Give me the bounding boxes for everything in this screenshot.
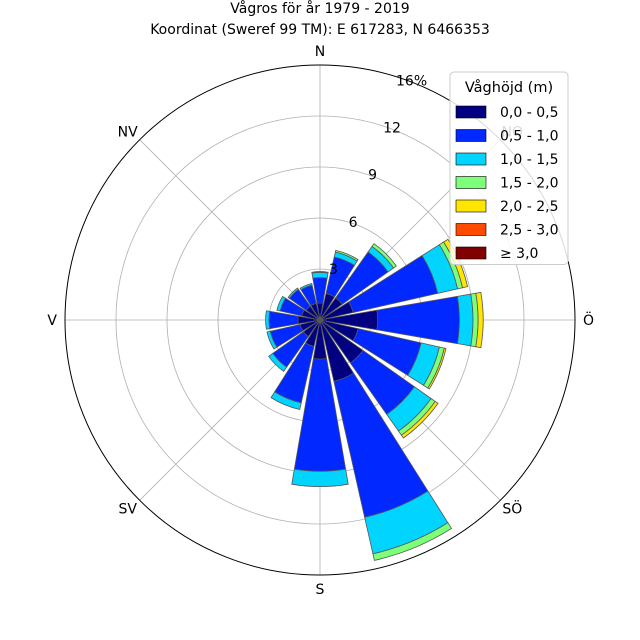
sector-bar-segment bbox=[311, 272, 329, 279]
direction-label: NV bbox=[118, 125, 138, 141]
chart-subtitle: Koordinat (Sweref 99 TM): E 617283, N 64… bbox=[150, 22, 490, 38]
legend: Våghöjd (m) 0,0 - 0,5 0,5 - 1,0 1,0 - 1,5 1,… bbox=[449, 71, 569, 265]
direction-label: S bbox=[316, 582, 325, 598]
legend-entry-label: ≥ 3,0 bbox=[500, 246, 538, 262]
sector-bar-segment bbox=[266, 330, 278, 350]
sector-bar-segment bbox=[456, 293, 474, 347]
legend-entry-label: 2,5 - 3,0 bbox=[500, 223, 558, 239]
sector-bar-segment bbox=[311, 271, 329, 274]
grid-spoke bbox=[139, 139, 321, 321]
sector-bar-segment bbox=[276, 295, 287, 312]
sector-bar-segment bbox=[265, 310, 271, 330]
radial-tick-label: 9 bbox=[368, 168, 377, 184]
sector-bar-segment bbox=[475, 291, 484, 349]
legend-entry-label: 1,5 - 2,0 bbox=[500, 176, 558, 192]
legend-title: Våghöjd (m) bbox=[465, 79, 553, 96]
grid-ring bbox=[115, 115, 525, 525]
legend-entry-label: 2,0 - 2,5 bbox=[500, 199, 558, 215]
legend-swatch bbox=[455, 152, 487, 166]
legend-entry-label: 0,0 - 0,5 bbox=[500, 105, 558, 121]
direction-label: Ö bbox=[583, 311, 594, 329]
direction-label: N bbox=[315, 44, 325, 60]
outer-ring bbox=[64, 64, 576, 576]
legend-swatch bbox=[455, 246, 487, 260]
legend-swatch bbox=[455, 223, 487, 236]
legend-swatch bbox=[455, 199, 487, 213]
sector-bar-segment bbox=[287, 287, 299, 299]
sector-bar-segment bbox=[268, 352, 288, 372]
sector-bar-segment bbox=[299, 283, 313, 291]
legend-swatch bbox=[455, 129, 487, 142]
legend-swatch bbox=[455, 176, 487, 189]
direction-label: SV bbox=[118, 501, 137, 517]
sector-bar-segment bbox=[427, 347, 447, 390]
direction-label: SÖ bbox=[502, 499, 522, 517]
legend-entry-label: 1,0 - 1,5 bbox=[500, 152, 558, 168]
legend-box bbox=[449, 71, 569, 265]
sector-bars bbox=[265, 238, 484, 561]
sector-bar-segment bbox=[400, 400, 439, 439]
radial-tick-label: 16% bbox=[396, 73, 427, 89]
sector-bar-segment bbox=[371, 243, 397, 269]
chart-title: Vågros för år 1979 - 2019 bbox=[230, 0, 409, 17]
sector-bar-segment bbox=[372, 522, 453, 561]
radial-tick-label: 3 bbox=[329, 262, 338, 278]
legend-entry-label: 0,5 - 1,0 bbox=[500, 129, 558, 145]
sector-bar-segment bbox=[334, 249, 359, 262]
radial-tick-label: 6 bbox=[349, 215, 358, 231]
direction-label: V bbox=[47, 313, 57, 329]
legend-swatch bbox=[455, 105, 487, 119]
sector-bar-segment bbox=[291, 468, 349, 488]
sector-bar-segment bbox=[270, 391, 302, 411]
radial-tick-label: 12 bbox=[383, 121, 401, 137]
